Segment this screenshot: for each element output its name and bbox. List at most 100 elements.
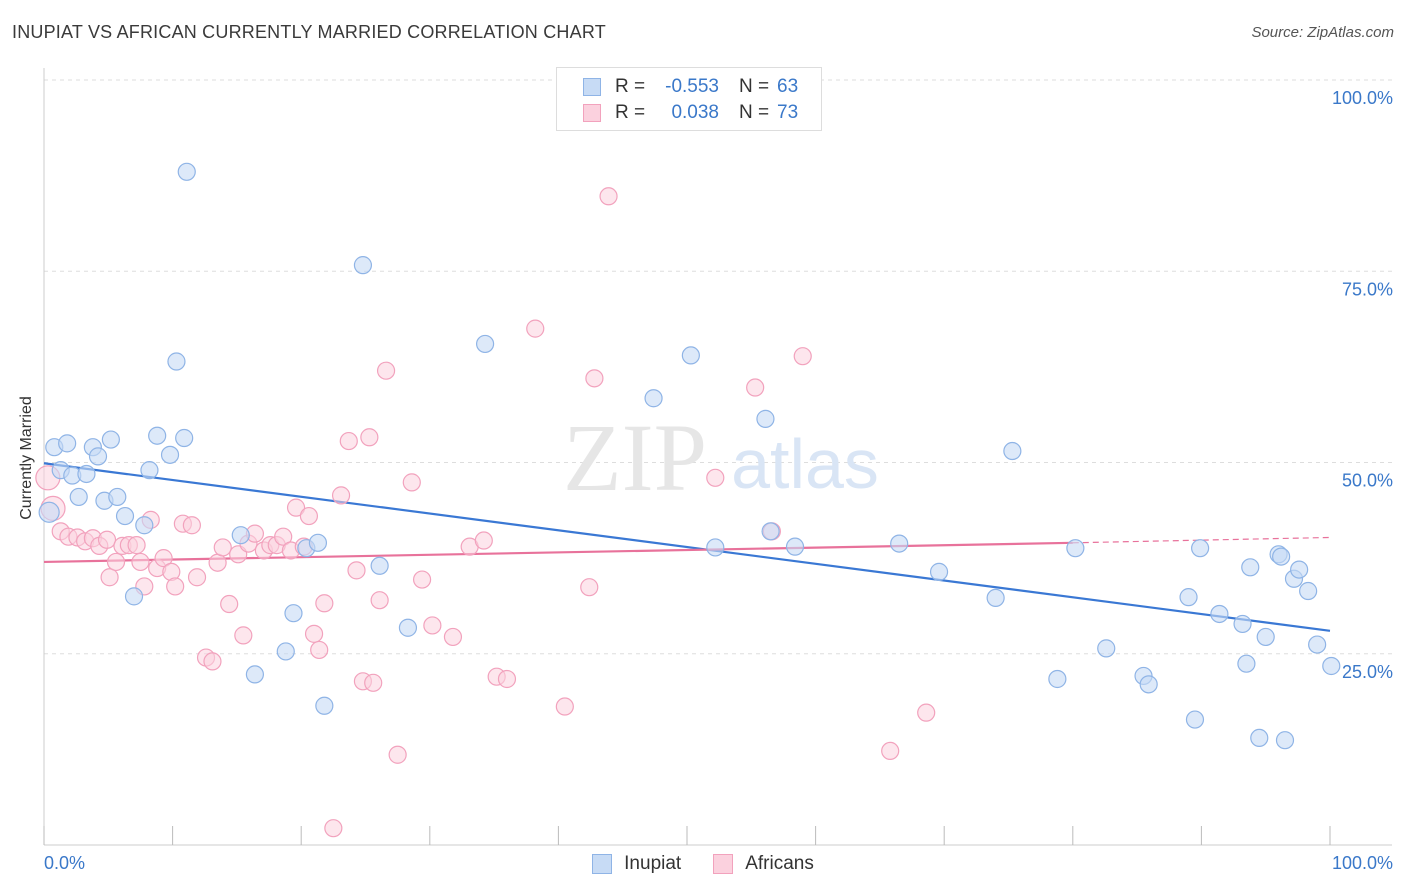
data-point-africans [331,486,351,505]
data-point-inupiat [1191,539,1210,558]
data-point-inupiat [1233,614,1252,634]
data-point-inupiat [681,346,700,365]
data-point-inupiat [1237,654,1256,673]
data-point-africans [304,624,324,643]
data-point-inupiat [167,352,186,371]
legend-item-inupiat[interactable]: Inupiat [592,853,681,875]
series-inupiat [38,162,1341,750]
legend-r-label: R = [615,76,646,97]
data-point-inupiat [353,256,373,275]
data-point-africans [347,561,366,580]
watermark-zip: ZIP [563,404,707,511]
data-point-inupiat [644,389,663,408]
data-point-africans [370,591,389,610]
data-point-inupiat [69,487,88,507]
x-tick-label: 100.0% [1332,853,1393,873]
data-point-africans [234,626,253,645]
data-point-africans [203,652,222,671]
data-point-africans [555,697,574,716]
data-point-inupiat [135,516,154,535]
data-point-inupiat [1139,675,1158,694]
data-point-inupiat [1250,728,1269,748]
series-legend: Inupiat Africans [0,852,1406,876]
legend-n-value: 63 [777,76,799,97]
data-point-africans [360,428,379,447]
data-point-africans [706,468,725,487]
legend-row-inupiat: R = -0.553 N = 63 [583,74,803,100]
trend-line-inupiat [43,462,1331,632]
legend-n-label: N = [739,76,770,97]
data-point-inupiat [1097,639,1116,658]
data-point-inupiat [986,588,1005,608]
data-point-africans [127,536,146,555]
data-point-africans [497,669,517,689]
data-point-inupiat [1048,669,1067,689]
data-point-africans [220,594,239,614]
data-point-inupiat [1322,656,1341,676]
x-tick-label: 0.0% [44,853,85,873]
data-point-inupiat [1308,635,1327,654]
data-point-inupiat [101,430,120,449]
legend-n-value: 73 [777,102,799,123]
data-point-africans [474,531,493,550]
data-point-africans [580,578,599,597]
data-point-inupiat [1066,539,1085,558]
source-label: Source: ZipAtlas.com [1251,24,1394,41]
data-point-inupiat [175,428,194,448]
watermark-atlas: atlas [731,425,879,503]
data-point-africans [310,640,329,660]
data-point-africans [793,347,812,366]
legend-swatch-africans [713,854,734,874]
data-point-africans [315,594,334,613]
data-point-inupiat [475,334,495,354]
trend-line [43,541,1073,564]
legend-r-label: R = [615,102,646,123]
data-point-africans [746,378,765,397]
trend-line-extension [1072,536,1331,544]
legend-r-value: 0.038 [671,102,719,123]
data-point-africans [324,819,343,838]
trend-line [43,462,1331,632]
data-point-inupiat [1272,547,1291,566]
data-point-inupiat [108,487,127,507]
legend-label-africans: Africans [745,853,814,874]
y-axis-label: Currently Married [18,396,35,520]
data-point-inupiat [308,533,328,552]
data-point-africans [131,552,150,572]
data-point-africans [917,703,936,722]
data-point-africans [364,673,383,692]
data-point-inupiat [1290,560,1309,579]
axes [43,68,1392,846]
data-point-inupiat [115,506,135,526]
data-point-inupiat [160,445,180,464]
data-point-inupiat [276,642,295,661]
legend-row-africans: R = 0.038 N = 73 [583,100,803,126]
chart-title: INUPIAT VS AFRICAN CURRENTLY MARRIED COR… [12,22,606,42]
data-point-inupiat [88,447,108,466]
data-point-inupiat [1003,441,1022,461]
legend-item-africans[interactable]: Africans [713,853,814,875]
data-point-africans [423,616,442,635]
data-point-inupiat [761,522,780,541]
tick-labels: 100.0% 75.0% 50.0% 25.0% 0.0% 100.0% [44,88,1393,873]
data-point-inupiat [77,464,96,484]
y-tick-label: 100.0% [1332,88,1393,108]
data-point-inupiat [1210,604,1229,624]
legend-label-inupiat: Inupiat [624,853,682,874]
data-point-africans [376,361,396,380]
data-point-africans [154,549,173,568]
data-point-africans [166,577,185,596]
gridlines [44,79,1392,655]
data-point-inupiat [1241,558,1260,577]
y-tick-label: 25.0% [1342,662,1393,682]
data-point-inupiat [756,409,775,428]
legend-swatch-africans [583,104,601,122]
stats-legend: R = -0.553 N = 63 R = 0.038 N = 73 [556,67,822,131]
data-point-inupiat [370,556,389,575]
series-africans [35,187,936,838]
legend-swatch-inupiat [592,854,613,874]
legend-swatch-inupiat [583,78,601,96]
data-point-inupiat [140,461,159,480]
data-point-africans [881,741,900,761]
